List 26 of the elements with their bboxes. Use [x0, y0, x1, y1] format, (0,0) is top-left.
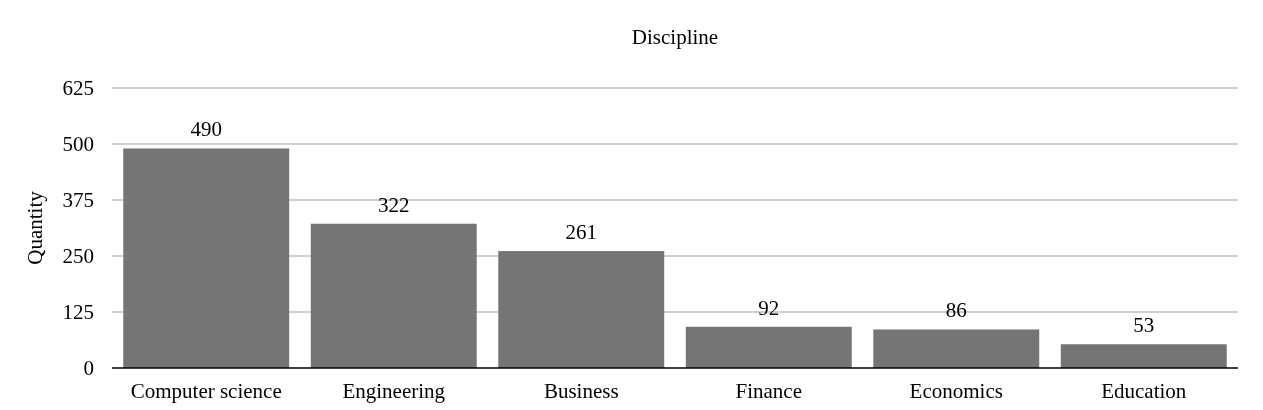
- chart-title: Discipline: [631, 25, 719, 49]
- bar: [498, 251, 665, 368]
- y-tick-label: 625: [62, 76, 94, 101]
- y-axis-title: Quantity: [23, 190, 47, 265]
- bar: [873, 329, 1040, 368]
- y-tick-label: 500: [62, 132, 94, 157]
- data-label: 490: [190, 117, 222, 142]
- bar: [1060, 344, 1227, 368]
- bar: [123, 148, 290, 368]
- x-tick-label: Education: [1101, 379, 1187, 403]
- y-tick-label: 375: [62, 188, 94, 213]
- y-tick-label: 250: [62, 244, 94, 269]
- data-label: 92: [758, 295, 780, 320]
- data-label: 322: [377, 192, 410, 217]
- x-tick-label: Economics: [909, 379, 1003, 403]
- y-tick-label: 125: [62, 300, 94, 325]
- x-tick-label: Computer science: [130, 379, 282, 403]
- data-label: 86: [945, 298, 967, 323]
- bar: [685, 326, 852, 368]
- x-tick-label: Business: [543, 379, 619, 403]
- data-label: 261: [565, 220, 597, 245]
- data-label: 53: [1133, 313, 1155, 338]
- x-tick-label: Engineering: [342, 379, 446, 403]
- bar: [310, 223, 477, 368]
- x-tick-label: Finance: [735, 379, 802, 403]
- y-tick-label: 0: [83, 356, 94, 381]
